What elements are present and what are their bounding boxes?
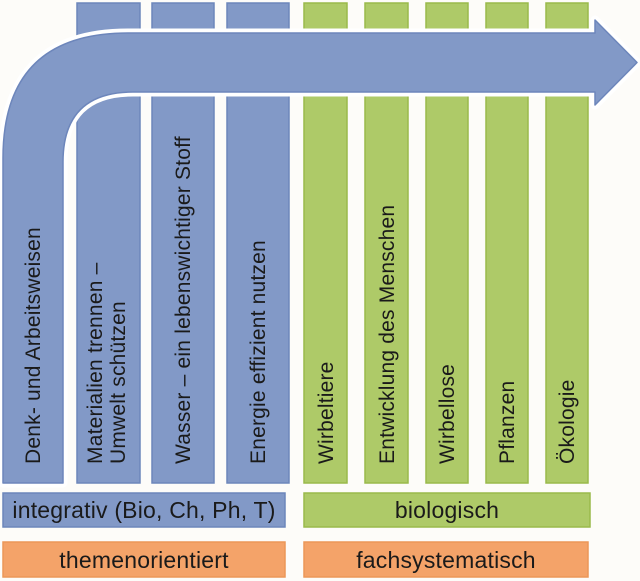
band-label-integrativ: integrativ (Bio, Ch, Ph, T) xyxy=(12,497,275,523)
band-integrativ xyxy=(2,492,286,528)
band-themenorientiert xyxy=(2,541,286,578)
column-label-pflanzen: Pflanzen xyxy=(496,381,519,464)
column-label-wirbeltiere: Wirbeltiere xyxy=(315,361,338,464)
progression-arrow xyxy=(2,19,638,484)
column-label-energie: Energie effizient nutzen xyxy=(247,240,270,464)
column-label-denk-und-arbeitsweisen: Denk- und Arbeitsweisen xyxy=(22,227,45,464)
column-label-entwicklung: Entwicklung des Menschen xyxy=(376,205,399,464)
column-label-wasser: Wasser – ein lebenswichtiger Stoff xyxy=(172,136,195,464)
band-label-biologisch: biologisch xyxy=(395,497,499,523)
band-biologisch xyxy=(303,492,591,528)
band-label-fachsystematisch: fachsystematisch xyxy=(356,547,536,573)
column-label-oekologie: Ökologie xyxy=(556,380,579,464)
band-label-themenorientiert: themenorientiert xyxy=(59,547,229,573)
column-label-materialien-line2: Umwelt schützen xyxy=(107,301,130,464)
band-fachsystematisch xyxy=(303,541,589,578)
column-label-materialien-line1: Materialien trennen – xyxy=(84,262,107,464)
column-label-wirbellose: Wirbellose xyxy=(436,364,459,464)
